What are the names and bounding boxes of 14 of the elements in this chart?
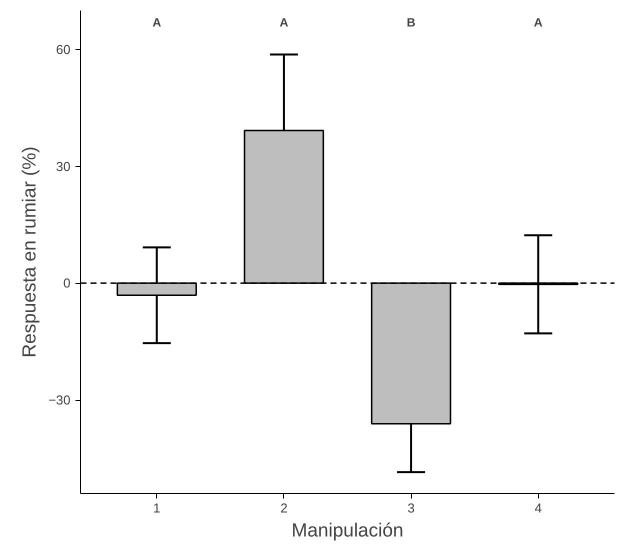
annotation: A — [534, 16, 543, 30]
x-tick-label: 4 — [534, 500, 542, 516]
annotation: A — [152, 16, 162, 30]
annotation: A — [280, 16, 289, 30]
y-tick-label: 60 — [56, 42, 71, 57]
annotation: B — [406, 16, 416, 30]
x-axis-title: Manipulación — [292, 520, 404, 542]
x-tick-label: 1 — [153, 500, 160, 516]
x-tick-label: 2 — [280, 500, 288, 516]
y-tick-label: 0 — [63, 276, 71, 291]
y-axis-title: Respuesta en rumiar (%) — [19, 146, 40, 358]
x-tick-label: 3 — [407, 500, 415, 516]
y-tick-label: 30 — [56, 158, 71, 174]
y-tick-label: −30 — [48, 392, 71, 408]
